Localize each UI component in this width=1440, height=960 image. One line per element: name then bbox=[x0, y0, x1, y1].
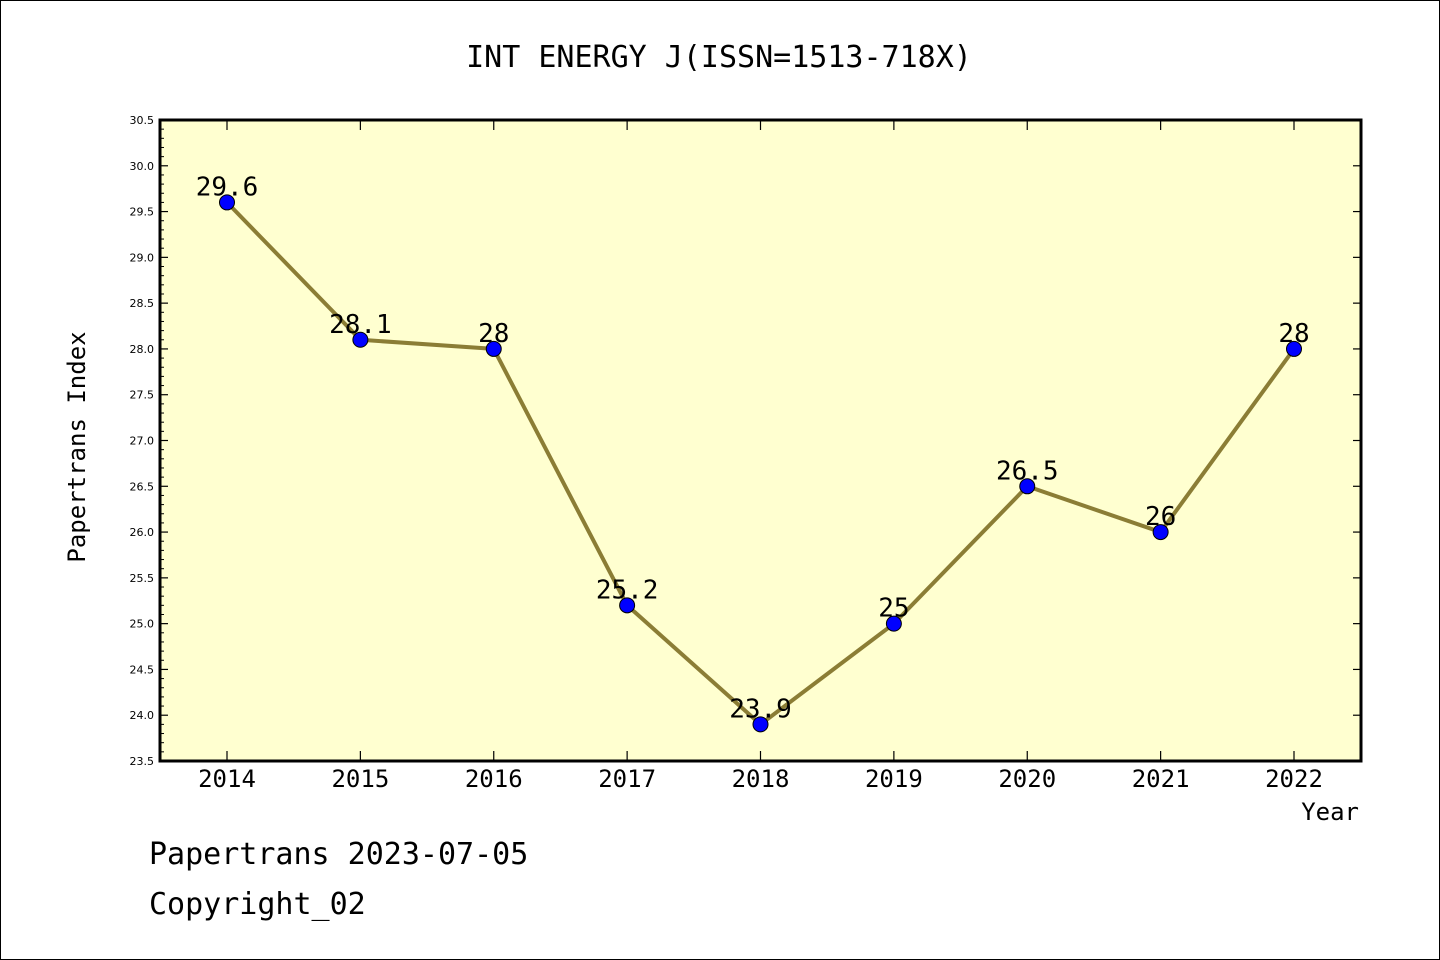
x-axis-label: Year bbox=[1301, 798, 1359, 826]
y-tick-label: 23.5 bbox=[130, 755, 155, 768]
x-tick-label: 2018 bbox=[732, 765, 790, 793]
x-tick-label: 2019 bbox=[865, 765, 923, 793]
y-tick-label: 28.5 bbox=[130, 297, 155, 310]
x-tick-label: 2021 bbox=[1132, 765, 1190, 793]
y-tick-label: 25.5 bbox=[130, 572, 155, 585]
data-point bbox=[352, 331, 369, 348]
data-label: 26.5 bbox=[996, 456, 1059, 486]
y-tick-label: 27.0 bbox=[130, 435, 155, 448]
plot-area bbox=[158, 118, 1363, 763]
data-point bbox=[619, 597, 636, 614]
data-point bbox=[485, 340, 502, 357]
footer-date: Papertrans 2023-07-05 bbox=[149, 837, 528, 872]
y-tick-label: 25.0 bbox=[130, 618, 155, 631]
x-tick-label: 2022 bbox=[1265, 765, 1323, 793]
chart-title: INT ENERGY J(ISSN=1513-718X) bbox=[466, 40, 972, 75]
x-axis: 2014 2015 2016 2017 2018 2019 2020 2021 2022 bbox=[198, 120, 1323, 793]
y-axis-label: Papertrans Index bbox=[63, 331, 91, 562]
y-tick-label: 26.5 bbox=[130, 480, 155, 493]
data-label: 28.1 bbox=[329, 310, 392, 340]
data-label: 23.9 bbox=[729, 694, 792, 724]
y-tick-label: 28.0 bbox=[130, 343, 155, 356]
y-tick-label: 30.5 bbox=[130, 114, 155, 127]
x-tick-label: 2016 bbox=[465, 765, 523, 793]
data-point bbox=[219, 194, 235, 211]
data-point bbox=[885, 615, 902, 632]
series-line-group: 29.6 28.1 28 25.2 23.9 25 26.5 26 28 bbox=[196, 172, 1310, 733]
data-label: 25.2 bbox=[596, 575, 659, 605]
y-tick-label: 24.5 bbox=[130, 663, 155, 676]
x-tick-label: 2015 bbox=[331, 765, 389, 793]
y-tick-label: 29.5 bbox=[130, 206, 155, 219]
data-point bbox=[1019, 478, 1036, 495]
y-tick-label: 26.0 bbox=[130, 526, 155, 539]
y-tick-label: 30.0 bbox=[130, 160, 155, 173]
data-label: 25 bbox=[878, 594, 909, 624]
footer-copyright: Copyright_02 bbox=[149, 887, 366, 922]
data-label: 29.6 bbox=[196, 172, 259, 202]
data-point bbox=[1152, 524, 1169, 541]
x-tick-label: 2017 bbox=[598, 765, 656, 793]
y-tick-label: 24.0 bbox=[130, 709, 155, 722]
data-point bbox=[752, 716, 769, 733]
data-label: 28 bbox=[1278, 319, 1309, 349]
x-tick-label: 2020 bbox=[998, 765, 1056, 793]
y-tick-label: 29.0 bbox=[130, 251, 155, 264]
x-tick-label: 2014 bbox=[198, 765, 256, 793]
data-label: 28 bbox=[478, 319, 509, 349]
data-label: 26 bbox=[1145, 502, 1176, 532]
data-point bbox=[1286, 340, 1302, 357]
y-tick-label: 27.5 bbox=[130, 389, 155, 402]
y-axis: 23.5 24.0 24.5 25.0 25.5 26.0 26.5 27.0 27.5 28.0… bbox=[130, 114, 1361, 768]
